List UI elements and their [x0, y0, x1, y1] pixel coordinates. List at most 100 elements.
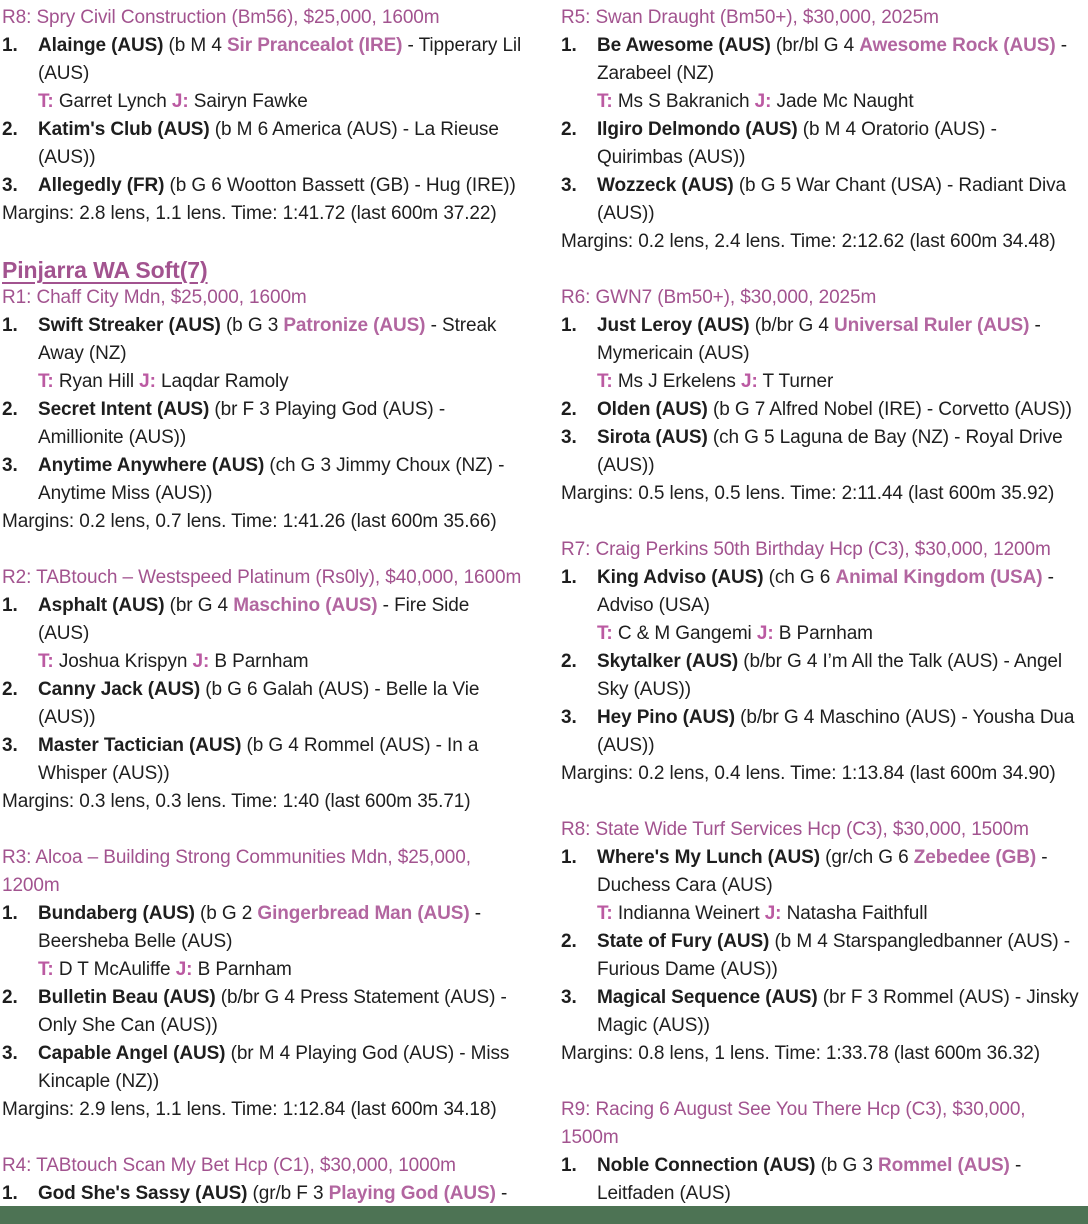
result-entry: 2. Secret Intent (AUS) (br F 3 Playing Go…: [2, 396, 525, 452]
entry-number: 1.: [561, 847, 577, 868]
horse-name: Allegedly (FR): [38, 175, 165, 196]
entry-text: Jade Mc Naught: [771, 91, 914, 112]
entry-body: Bulletin Beau (AUS) (b/br G 4 Press Stat…: [38, 984, 525, 1040]
tj-label: T:: [597, 371, 613, 392]
entry-text: (gr/ch G 6: [819, 847, 914, 868]
entry-text: (b M 4: [163, 35, 227, 56]
entry-body: Anytime Anywhere (AUS) (ch G 3 Jimmy Cho…: [38, 452, 525, 508]
entry-number: 3.: [2, 175, 18, 196]
entry-number: 3.: [2, 455, 18, 476]
entry-body: Wozzeck (AUS) (b G 5 War Chant (USA) - R…: [597, 172, 1086, 228]
entry-number: 1.: [561, 1155, 577, 1176]
trainer-jockey-line: T: Garret Lynch J: Sairyn Fawke: [2, 88, 525, 116]
entry-text: C & M Gangemi: [612, 623, 757, 644]
horse-name: Ilgiro Delmondo (AUS): [597, 119, 798, 140]
entry-text: (b G 6 Wootton Bassett (GB) - Hug (IRE)): [164, 175, 516, 196]
horse-name: Alainge (AUS): [38, 35, 164, 56]
entry-body: Just Leroy (AUS) (b/br G 4 Universal Rul…: [597, 312, 1086, 368]
entry-text: (br F 3 Rommel (AUS) - Jinsky Magic (AUS…: [597, 987, 1079, 1036]
entry-body: Secret Intent (AUS) (br F 3 Playing God …: [38, 396, 525, 452]
entry-text: Ms S Bakranich: [612, 91, 755, 112]
result-entry: 1. Alainge (AUS) (b M 4 Sir Prancealot (I…: [2, 32, 525, 88]
tj-label: T:: [38, 91, 54, 112]
result-entry: 3. Capable Angel (AUS) (br M 4 Playing Go…: [2, 1040, 525, 1096]
result-entry: 2. Katim's Club (AUS) (b M 6 America (AUS…: [2, 116, 525, 172]
tj-label: T:: [597, 623, 613, 644]
trainer-jockey-line: T: Joshua Krispyn J: B Parnham: [2, 648, 525, 676]
entry-text: Ryan Hill: [53, 371, 140, 392]
horse-name: Master Tactician (AUS): [38, 735, 242, 756]
entry-number: 3.: [561, 707, 577, 728]
entry-body: Canny Jack (AUS) (b G 6 Galah (AUS) - Be…: [38, 676, 525, 732]
entry-number: 2.: [2, 987, 18, 1008]
entry-number: 2.: [561, 399, 577, 420]
entry-text: - Leitfaden (AUS): [597, 1155, 1022, 1204]
result-entry: 1. Bundaberg (AUS) (b G 2 Gingerbread Man…: [2, 900, 525, 956]
tj-label: J:: [175, 959, 193, 980]
result-entry: 3. Magical Sequence (AUS) (br F 3 Rommel …: [561, 984, 1086, 1040]
race-header: R4: TABtouch Scan My Bet Hcp (C1), $30,0…: [2, 1155, 456, 1176]
trainer-jockey-line: T: Ms S Bakranich J: Jade Mc Naught: [561, 88, 1086, 116]
race-header: R7: Craig Perkins 50th Birthday Hcp (C3)…: [561, 539, 1051, 560]
tj-label: J:: [741, 371, 758, 392]
race-block-r7: R7: Craig Perkins 50th Birthday Hcp (C3)…: [561, 536, 1086, 788]
entry-body: Noble Connection (AUS) (b G 3 Rommel (AU…: [597, 1152, 1086, 1208]
entry-text: (b/br G 4 Press Statement (AUS) - Only S…: [38, 987, 507, 1036]
race-header: R5: Swan Draught (Bm50+), $30,000, 2025m: [561, 7, 939, 28]
entry-text: (ch G 3 Jimmy Choux (NZ) - Anytime Miss …: [38, 455, 505, 504]
horse-name: Canny Jack (AUS): [38, 679, 201, 700]
entry-text: - Zarabeel (NZ): [597, 35, 1067, 84]
entry-body: Magical Sequence (AUS) (br F 3 Rommel (A…: [597, 984, 1086, 1040]
trainer-jockey-line: T: C & M Gangemi J: B Parnham: [561, 620, 1086, 648]
entry-text: Ms J Erkelens: [612, 371, 742, 392]
horse-name: Anytime Anywhere (AUS): [38, 455, 265, 476]
horse-name: Sirota (AUS): [597, 427, 708, 448]
result-entry: 1. Asphalt (AUS) (br G 4 Maschino (AUS) -…: [2, 592, 525, 648]
entry-text: (gr/b F 3: [247, 1183, 329, 1204]
footer-bar: [0, 1206, 1088, 1224]
tj-label: J:: [139, 371, 156, 392]
entry-number: 1.: [2, 595, 18, 616]
entry-body: Ilgiro Delmondo (AUS) (b M 4 Oratorio (A…: [597, 116, 1086, 172]
race-block-r6: R6: GWN7 (Bm50+), $30,000, 2025m 1. Just L…: [561, 284, 1086, 508]
horse-name: Swift Streaker (AUS): [38, 315, 221, 336]
entry-text: Laqdar Ramoly: [155, 371, 289, 392]
horse-name: God She's Sassy (AUS): [38, 1183, 248, 1204]
entry-body: Master Tactician (AUS) (b G 4 Rommel (AU…: [38, 732, 525, 788]
entry-text: (b G 7 Alfred Nobel (IRE) - Corvetto (AU…: [707, 399, 1072, 420]
entry-text: - Mymericain (AUS): [597, 315, 1041, 364]
tj-label: T:: [38, 651, 54, 672]
entry-number: 2.: [561, 651, 577, 672]
entry-text: (br M 4 Playing God (AUS) - Miss Kincapl…: [38, 1043, 510, 1092]
entry-number: 3.: [2, 735, 18, 756]
tj-label: T:: [38, 959, 54, 980]
sire-name: Awesome Rock (AUS): [859, 35, 1056, 56]
trainer-jockey-line: T: D T McAuliffe J: B Parnham: [2, 956, 525, 984]
entry-body: Olden (AUS) (b G 7 Alfred Nobel (IRE) - …: [597, 396, 1086, 424]
entry-number: 2.: [561, 119, 577, 140]
entry-text: (b G 3: [815, 1155, 878, 1176]
margins-line: Margins: 0.2 lens, 0.7 lens. Time: 1:41.…: [2, 511, 497, 532]
race-block-left-r8: R8: Spry Civil Construction (Bm56), $25,…: [2, 4, 525, 228]
entry-number: 1.: [2, 315, 18, 336]
result-entry: 3. Anytime Anywhere (AUS) (ch G 3 Jimmy C…: [2, 452, 525, 508]
horse-name: State of Fury (AUS): [597, 931, 770, 952]
entry-text: (b/br G 4 Maschino (AUS) - Yousha Dua (A…: [597, 707, 1075, 756]
entry-text: B Parnham: [192, 959, 292, 980]
entry-text: (b G 5 War Chant (USA) - Radiant Diva (A…: [597, 175, 1066, 224]
margins-line: Margins: 0.8 lens, 1 lens. Time: 1:33.78…: [561, 1043, 1040, 1064]
tj-label: T:: [597, 91, 613, 112]
horse-name: King Adviso (AUS): [597, 567, 764, 588]
entry-number: 1.: [561, 35, 577, 56]
tj-label: J:: [754, 91, 772, 112]
result-entry: 1. Where's My Lunch (AUS) (gr/ch G 6 Zebe…: [561, 844, 1086, 900]
result-entry: 2. Skytalker (AUS) (b/br G 4 I’m All the …: [561, 648, 1086, 704]
results-column-right: R5: Swan Draught (Bm50+), $30,000, 2025m…: [561, 4, 1086, 1224]
sire-name: Gingerbread Man (AUS): [257, 903, 470, 924]
entry-body: Allegedly (FR) (b G 6 Wootton Bassett (G…: [38, 172, 525, 200]
entry-body: Katim's Club (AUS) (b M 6 America (AUS) …: [38, 116, 525, 172]
entry-body: Capable Angel (AUS) (br M 4 Playing God …: [38, 1040, 525, 1096]
tj-label: J:: [756, 623, 774, 644]
race-header: R3: Alcoa – Building Strong Communities …: [2, 847, 471, 896]
